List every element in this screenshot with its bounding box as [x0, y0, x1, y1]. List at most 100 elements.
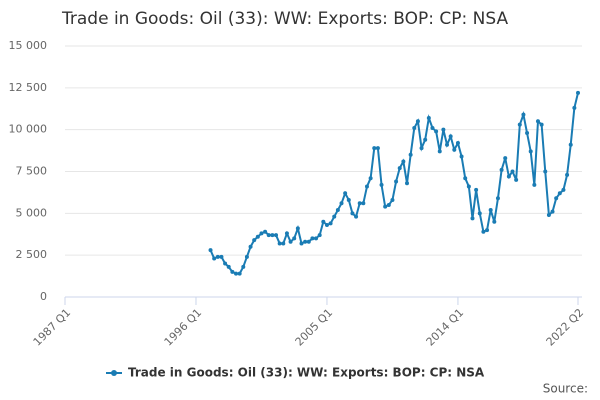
point [506, 174, 511, 179]
point [535, 119, 540, 124]
point [415, 119, 420, 124]
point [477, 211, 482, 216]
point [525, 131, 530, 136]
point [543, 169, 548, 174]
point [263, 229, 268, 234]
point [572, 105, 577, 110]
point [528, 149, 533, 154]
point [284, 231, 289, 236]
point [554, 196, 559, 201]
point [335, 207, 340, 212]
point [445, 142, 450, 147]
point [259, 231, 264, 236]
point [234, 271, 238, 276]
point [499, 167, 504, 172]
point [226, 264, 231, 269]
y-tick-label: 12 500 [9, 81, 48, 94]
point [328, 221, 333, 226]
y-tick-label: 7 500 [16, 165, 48, 178]
point [503, 156, 508, 161]
y-tick-label: 2 500 [16, 248, 48, 261]
point [492, 219, 497, 224]
point [437, 149, 442, 154]
point [372, 146, 377, 151]
point [488, 207, 493, 212]
point [368, 176, 373, 181]
point [448, 134, 453, 139]
chart-title: Trade in Goods: Oil (33): WW: Exports: B… [61, 9, 508, 29]
point [394, 179, 399, 184]
point [357, 201, 362, 206]
point [281, 241, 286, 246]
point [212, 256, 217, 261]
x-tick-label: 2005 Q1 [293, 306, 336, 349]
point [288, 239, 293, 244]
point [441, 127, 446, 132]
point [521, 112, 526, 117]
point [419, 146, 424, 151]
line [209, 92, 579, 275]
point [495, 196, 500, 201]
point [514, 177, 519, 182]
point [455, 141, 460, 146]
point [230, 269, 235, 274]
point [430, 125, 435, 130]
point [270, 233, 275, 238]
point [390, 197, 395, 202]
point [568, 142, 573, 147]
point [310, 236, 315, 241]
point [510, 169, 515, 174]
point [485, 228, 490, 233]
point [466, 184, 471, 189]
point [401, 159, 406, 164]
point [565, 172, 570, 177]
point [354, 214, 359, 219]
point [463, 176, 468, 181]
point [237, 271, 242, 276]
point [517, 122, 522, 127]
point [295, 226, 300, 231]
point [314, 236, 319, 241]
point [550, 209, 555, 214]
point [386, 202, 391, 207]
source: Source: [543, 382, 588, 396]
x-tick-label: 1996 Q1 [162, 306, 205, 349]
point [557, 191, 562, 196]
point [332, 214, 337, 219]
point [223, 261, 228, 266]
point [219, 254, 224, 259]
point [397, 166, 402, 171]
point [364, 184, 369, 189]
x-tick-label: 1987 Q1 [31, 306, 74, 349]
point [324, 223, 329, 228]
point [277, 241, 282, 246]
x-tick-label: 2022 Q2 [544, 306, 587, 349]
point [474, 187, 479, 192]
point [481, 229, 486, 234]
y-tick-label: 10 000 [9, 123, 48, 136]
point [343, 191, 348, 196]
point [426, 115, 431, 120]
point [423, 137, 428, 142]
point [255, 234, 260, 239]
legend-marker [111, 370, 117, 376]
point [321, 219, 326, 224]
point [266, 233, 271, 238]
y-tick-label: 0 [40, 290, 47, 303]
point [306, 239, 311, 244]
point [405, 181, 409, 186]
point [383, 204, 388, 209]
point [299, 241, 304, 246]
point [539, 122, 544, 127]
point [248, 244, 253, 249]
point [470, 216, 475, 221]
point [274, 233, 279, 238]
point [208, 248, 213, 253]
point [546, 213, 551, 218]
point [408, 152, 413, 157]
point [317, 233, 322, 238]
point [361, 201, 366, 206]
point [434, 129, 439, 134]
